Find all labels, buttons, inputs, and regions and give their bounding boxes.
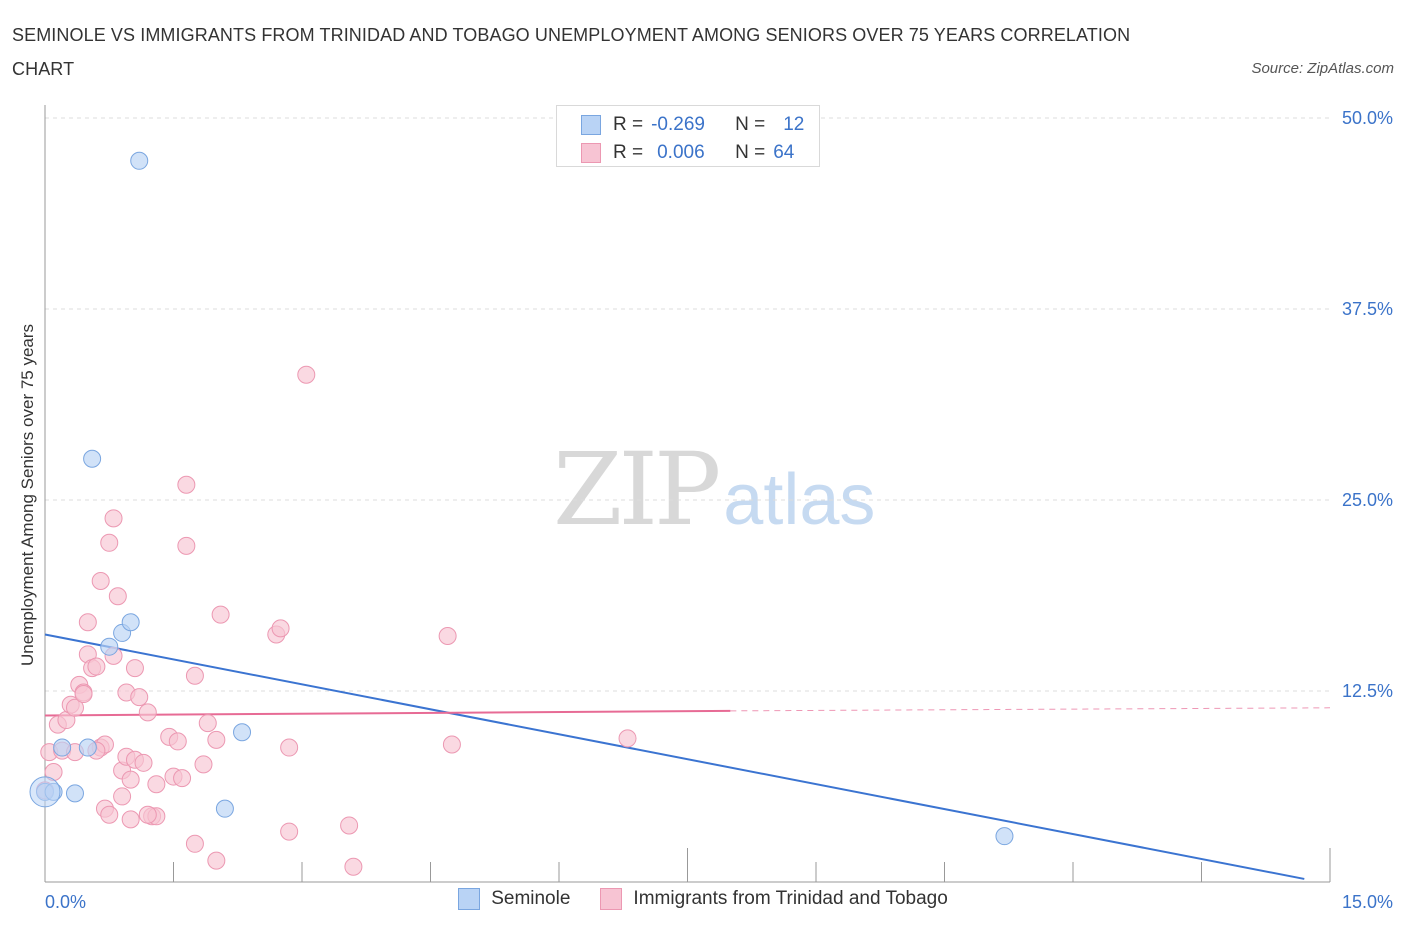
trinidad-point [211,605,230,624]
y-tick-label: 37.5% [1342,299,1393,319]
series-legend: Seminole Immigrants from Trinidad and To… [0,888,1406,910]
trinidad-point [271,619,290,638]
seminole-point [65,784,84,803]
correlation-legend: R = -0.269 N = 12 R = 0.006 N = 64 [556,105,820,167]
y-tick-label: 12.5% [1342,681,1393,701]
y-tick-label: 25.0% [1342,490,1393,510]
trinidad-point [91,571,110,590]
seminole-legend-swatch [458,888,481,910]
seminole-point [29,776,61,808]
trinidad-point [147,775,166,794]
legend-row-seminole: R = -0.269 N = 12 [581,114,804,136]
trinidad-point [198,714,217,733]
trinidad-point [173,769,192,788]
r-value: 0.006 [657,142,705,163]
trinidad-point [207,730,226,749]
tick-label-layer: 12.5% 25.0% 37.5% 50.0% 0.0% 15.0% [45,108,1393,912]
trinidad-trendline-extension [730,707,1331,712]
n-value: 64 [773,142,795,163]
seminole-point [78,738,97,757]
legend-label-seminole: Seminole [491,888,571,909]
legend-label-trinidad: Immigrants from Trinidad and Tobago [633,888,948,909]
trinidad-point [87,657,106,676]
trinidad-point [130,688,149,707]
watermark-zip: ZIP [553,431,721,548]
points-layer [29,151,1014,876]
trinidad-point [177,475,196,494]
trinidad-point [78,613,97,632]
y-tick-label: 50.0% [1342,108,1393,128]
seminole-point [130,151,149,170]
trinidad-swatch [581,143,601,163]
trinidad-point [113,787,132,806]
seminole-point [83,449,102,468]
trinidad-point [104,509,123,528]
x-tick-label-max: 15.0% [1342,892,1393,912]
trinidad-point [280,822,299,841]
trinidad-point [100,533,119,552]
trinidad-point [207,851,226,870]
trinidad-point [121,770,140,789]
n-label: N = [735,142,766,163]
grid-layer [45,117,1330,692]
seminole-point [233,723,252,742]
seminole-point [100,637,119,656]
trinidad-point [121,810,140,829]
trinidad-point [168,732,187,751]
trinidad-point [280,738,299,757]
n-label: N = [735,114,766,135]
trinidad-point [618,729,637,748]
x-tick-label-min: 0.0% [45,892,86,912]
trinidad-point [185,666,204,685]
seminole-swatch [581,115,601,135]
legend-item-seminole[interactable]: Seminole [458,888,570,910]
trinidad-trendline [44,709,731,717]
n-value: 12 [783,114,805,135]
seminole-point [995,827,1014,846]
trend-layer [44,633,1331,880]
trinidad-point [297,365,316,384]
trinidad-point [177,536,196,555]
trinidad-point [138,703,157,722]
r-label: R = [613,114,644,135]
r-value: -0.269 [651,114,705,135]
r-label: R = [613,142,644,163]
trinidad-point [442,735,461,754]
trinidad-point [74,685,93,704]
trinidad-point [125,659,144,678]
seminole-point [121,613,140,632]
trinidad-point [108,587,127,606]
seminole-trendline [44,633,1305,880]
trinidad-point [65,698,84,717]
trinidad-point [438,626,457,645]
trinidad-point [340,816,359,835]
trinidad-point [344,857,363,876]
trinidad-legend-swatch [600,888,623,910]
legend-row-trinidad: R = 0.006 N = 64 [581,142,794,164]
seminole-point [53,738,72,757]
trinidad-point [194,755,213,774]
chart-title: SEMINOLE VS IMMIGRANTS FROM TRINIDAD AND… [12,25,1131,79]
source-credit: Source: ZipAtlas.com [1251,60,1394,77]
trinidad-point [134,753,153,772]
trinidad-point [100,805,119,824]
watermark: ZIPatlas [553,440,875,550]
axis-layer [44,105,1331,883]
trinidad-point [138,805,157,824]
legend-item-trinidad[interactable]: Immigrants from Trinidad and Tobago [600,888,948,910]
trinidad-point [185,834,204,853]
seminole-point [215,799,234,818]
